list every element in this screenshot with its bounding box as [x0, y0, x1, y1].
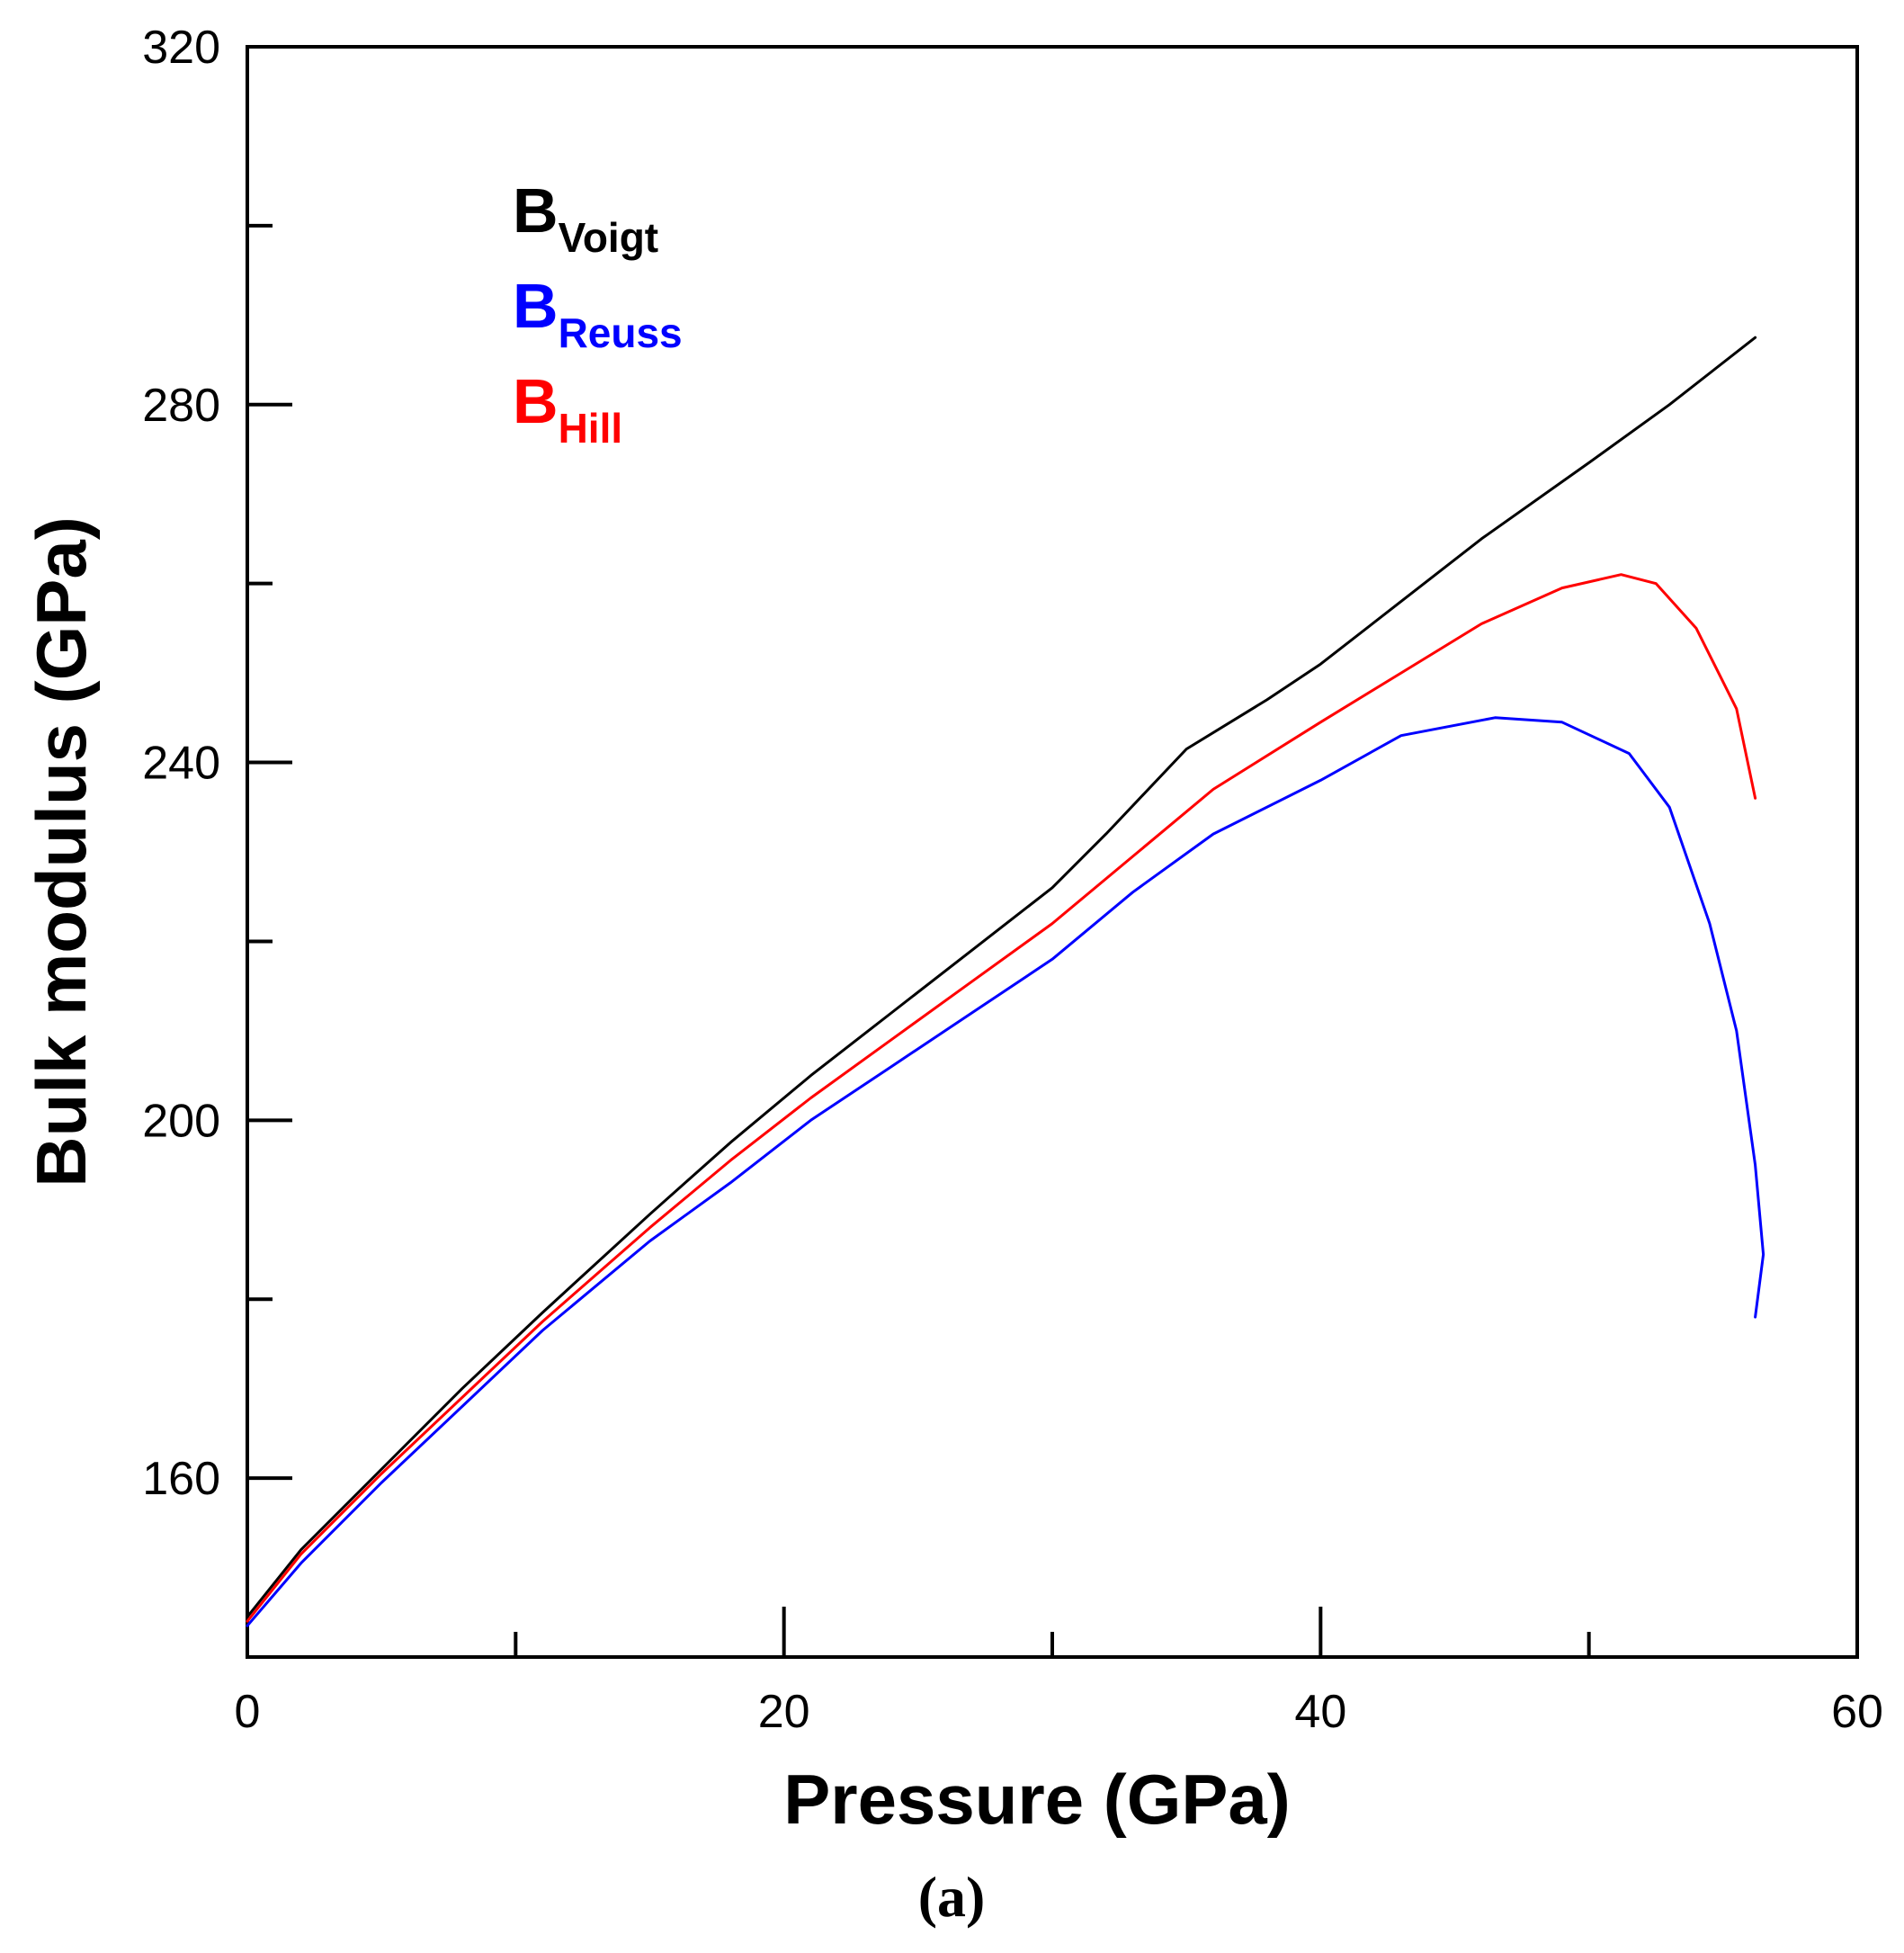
y-tick-label: 280 — [142, 380, 220, 432]
x-tick-label: 20 — [758, 1686, 810, 1738]
series-line-hill — [246, 573, 1757, 1623]
series-lines — [246, 336, 1765, 1627]
y-tick-label: 240 — [142, 738, 220, 790]
x-axis-title: Pressure (GPa) — [783, 1760, 1291, 1839]
y-axis-title: Bulk modulus (GPa) — [22, 516, 101, 1187]
y-tick-label: 320 — [142, 22, 220, 74]
x-tick-label: 40 — [1294, 1686, 1346, 1738]
series-line-voigt — [246, 336, 1757, 1618]
y-tick-label: 200 — [142, 1095, 220, 1147]
legend-entry-voigt: BVoigt — [513, 175, 658, 261]
legend-entry-reuss: BReuss — [513, 271, 683, 356]
axis-ticks — [247, 223, 1591, 1659]
tick-labels: 0 20 40 60 160 200 240 280 320 — [142, 22, 1883, 1738]
legend-entry-hill: BHill — [513, 366, 622, 452]
legend: BVoigt BReuss BHill — [513, 175, 683, 452]
y-tick-label: 160 — [142, 1453, 220, 1505]
x-tick-label: 0 — [235, 1686, 261, 1738]
figure-caption: (a) — [918, 1865, 986, 1929]
series-line-reuss — [246, 716, 1765, 1627]
plot-frame — [246, 45, 1859, 1659]
x-tick-label: 60 — [1831, 1686, 1883, 1738]
